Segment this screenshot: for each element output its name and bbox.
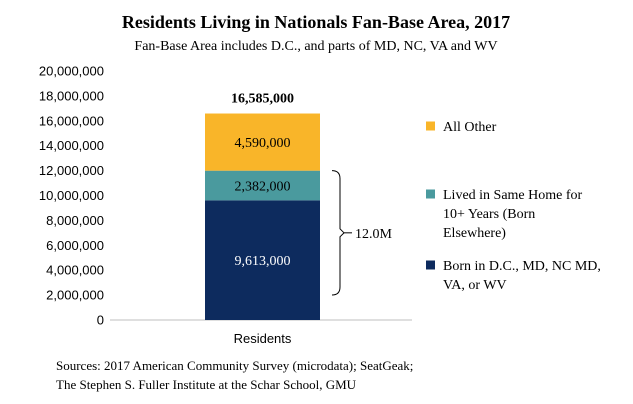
legend-label: 10+ Years (Born <box>443 207 535 222</box>
bracket-label: 12.0M <box>355 227 393 242</box>
bracket: 12.0M <box>331 170 393 296</box>
legend-item-3: Born in D.C., MD, NC MD, VA, or WV <box>426 259 601 293</box>
y-tick-label: 10,000,000 <box>39 188 104 203</box>
legend-swatch <box>426 260 435 270</box>
y-tick-label: 12,000,000 <box>39 163 104 178</box>
legend-label: All Other <box>443 120 497 135</box>
y-tick-label: 0 <box>97 313 104 328</box>
y-tick-label: 18,000,000 <box>39 88 104 103</box>
legend-swatch <box>426 189 435 199</box>
legend-item-2: Lived in Same Home for 10+ Years (Born Els… <box>426 188 583 241</box>
legend: All Other Lived in Same Home for 10+ Years… <box>426 120 601 293</box>
y-axis: 0 2,000,000 4,000,000 6,000,000 8,000,000 10,… <box>39 64 104 328</box>
data-label-1: 9,613,000 <box>235 254 291 269</box>
legend-label: VA, or WV <box>443 278 507 293</box>
y-tick-label: 4,000,000 <box>46 263 104 278</box>
bar-segment-2 <box>205 170 320 201</box>
source-line-2: The Stephen S. Fuller Institute at the S… <box>56 377 357 392</box>
y-tick-label: 14,000,000 <box>39 138 104 153</box>
legend-label: Elsewhere) <box>443 226 506 241</box>
data-label-3: 4,590,000 <box>235 136 291 151</box>
x-axis: Residents <box>110 319 412 346</box>
y-tick-label: 6,000,000 <box>46 238 104 253</box>
bracket-shape <box>331 170 345 296</box>
bars: 9,613,000 2,382,000 4,590,000 16,585,000 <box>205 92 320 320</box>
chart-title: Residents Living in Nationals Fan-Base A… <box>122 12 510 32</box>
legend-label: Lived in Same Home for <box>443 188 583 203</box>
x-tick-label: Residents <box>234 331 292 346</box>
bar-segment-1 <box>205 200 320 320</box>
y-tick-label: 20,000,000 <box>39 64 104 79</box>
source-line-1: Sources: 2017 American Community Survey … <box>56 358 413 373</box>
chart-subtitle: Fan-Base Area includes D.C., and parts o… <box>134 39 497 54</box>
legend-label: Born in D.C., MD, NC MD, <box>443 259 601 274</box>
y-tick-label: 2,000,000 <box>46 288 104 303</box>
legend-item-1: All Other <box>426 120 497 135</box>
y-tick-label: 16,000,000 <box>39 113 104 128</box>
bar-segment-3 <box>205 113 320 171</box>
total-label: 16,585,000 <box>231 92 294 107</box>
legend-swatch <box>426 121 435 131</box>
data-label-2: 2,382,000 <box>235 179 291 194</box>
y-tick-label: 8,000,000 <box>46 213 104 228</box>
